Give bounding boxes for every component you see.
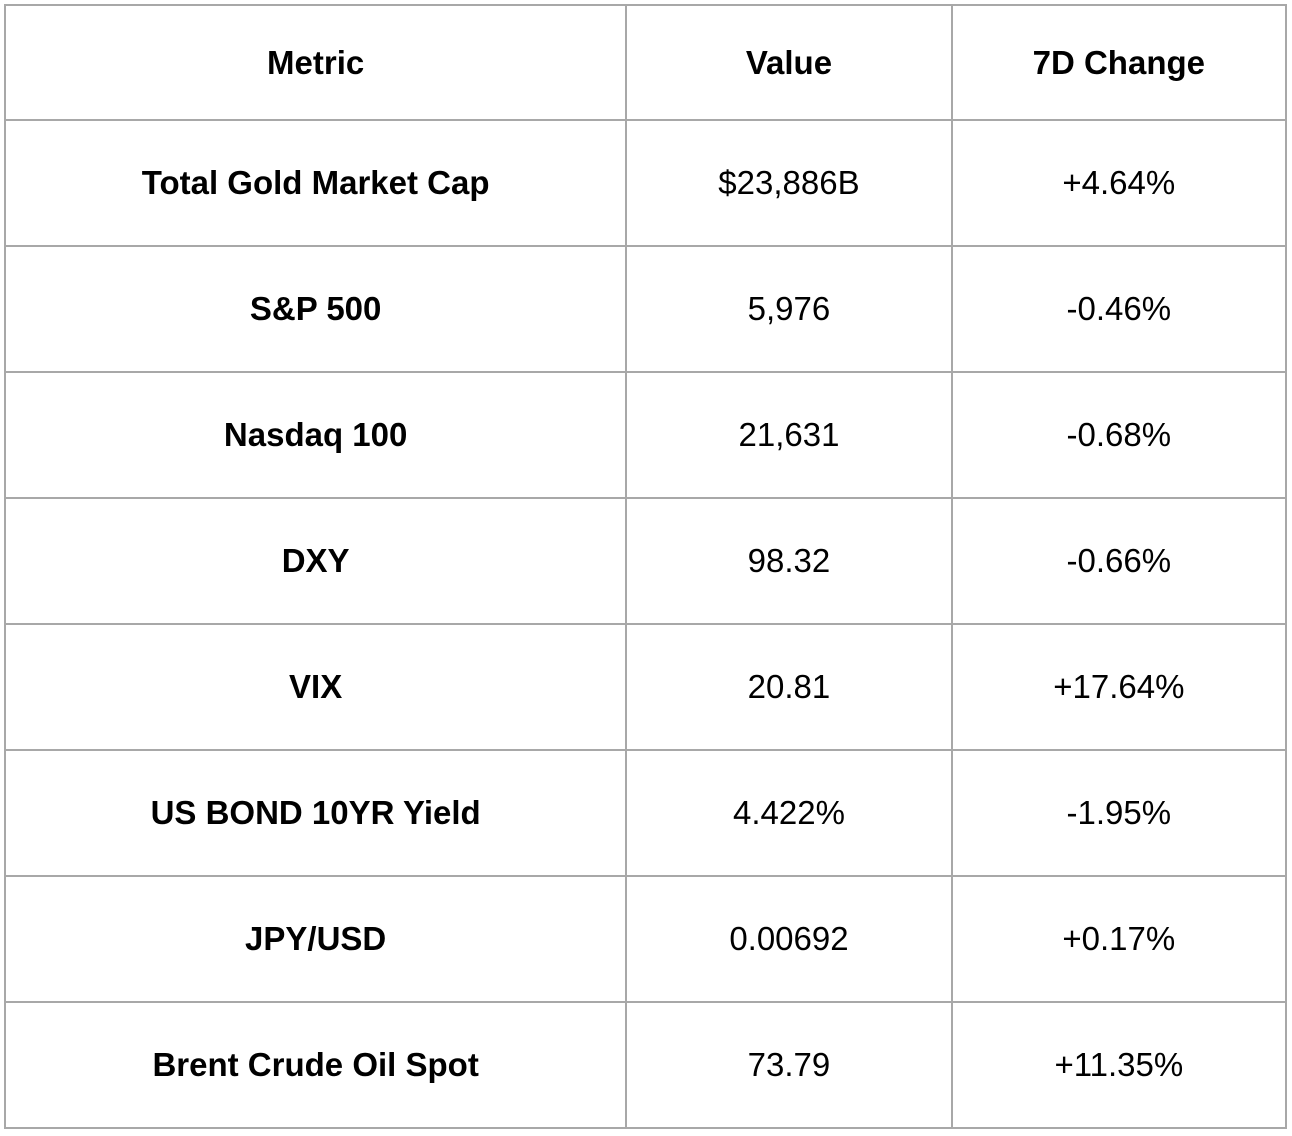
change-cell: +4.64% [950,119,1288,247]
metric-cell: Total Gold Market Cap [3,119,628,247]
value-cell: $23,886B [625,119,953,247]
change-cell: +17.64% [950,623,1288,751]
metric-cell: Brent Crude Oil Spot [3,1001,628,1129]
change-cell: -0.66% [950,497,1288,625]
change-cell: -0.68% [950,371,1288,499]
value-cell: 20.81 [625,623,953,751]
value-cell: 5,976 [625,245,953,373]
value-cell: 0.00692 [625,875,953,1003]
metrics-table: Metric Value 7D Change Total Gold Market… [3,4,1288,1129]
column-header-7d-change: 7D Change [950,4,1288,121]
column-header-value: Value [625,4,953,121]
metric-cell: JPY/USD [3,875,628,1003]
column-header-metric: Metric [3,4,628,121]
table-row-sp-500: S&P 500 5,976 -0.46% [3,245,1288,373]
metric-cell: VIX [3,623,628,751]
metric-cell: DXY [3,497,628,625]
table-row-jpy-usd: JPY/USD 0.00692 +0.17% [3,875,1288,1003]
table-row-brent-crude-oil-spot: Brent Crude Oil Spot 73.79 +11.35% [3,1001,1288,1129]
change-cell: +11.35% [950,1001,1288,1129]
value-cell: 73.79 [625,1001,953,1129]
metric-cell: US BOND 10YR Yield [3,749,628,877]
table-row-nasdaq-100: Nasdaq 100 21,631 -0.68% [3,371,1288,499]
table-row-total-gold-market-cap: Total Gold Market Cap $23,886B +4.64% [3,119,1288,247]
table-row-vix: VIX 20.81 +17.64% [3,623,1288,751]
metric-cell: Nasdaq 100 [3,371,628,499]
change-cell: +0.17% [950,875,1288,1003]
table-row-dxy: DXY 98.32 -0.66% [3,497,1288,625]
header-row: Metric Value 7D Change [3,4,1288,121]
value-cell: 4.422% [625,749,953,877]
change-cell: -0.46% [950,245,1288,373]
metric-cell: S&P 500 [3,245,628,373]
change-cell: -1.95% [950,749,1288,877]
value-cell: 21,631 [625,371,953,499]
value-cell: 98.32 [625,497,953,625]
table-row-us-bond-10yr-yield: US BOND 10YR Yield 4.422% -1.95% [3,749,1288,877]
